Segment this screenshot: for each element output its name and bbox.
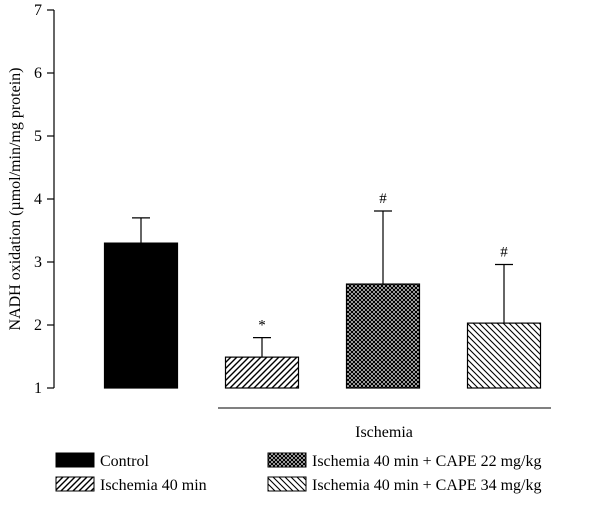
bar xyxy=(345,283,421,389)
bar xyxy=(224,356,300,389)
group-label: Ischemia xyxy=(355,424,413,441)
legend-label: Control xyxy=(100,453,149,470)
legend-swatch xyxy=(55,452,95,468)
bar xyxy=(466,322,542,389)
y-tick-label: 7 xyxy=(34,2,42,19)
y-ticks: 1 2 3 4 5 6 7 xyxy=(34,2,54,397)
y-axis: 1 2 3 4 5 6 7 xyxy=(34,2,55,397)
y-tick-label: 1 xyxy=(34,380,42,397)
legend-swatch xyxy=(55,476,95,492)
legend: Control Ischemia 40 min Ischemia 40 min + … xyxy=(55,452,541,494)
legend-label: Ischemia 40 min + CAPE 22 mg/kg xyxy=(312,453,541,470)
bar xyxy=(103,242,179,389)
y-tick-label: 6 xyxy=(34,65,42,82)
y-tick-label: 4 xyxy=(34,191,42,208)
significance-marker: * xyxy=(258,318,266,334)
bars: * # # xyxy=(103,191,542,389)
group-bracket: Ischemia xyxy=(218,407,551,441)
legend-label: Ischemia 40 min xyxy=(100,477,207,494)
y-axis-label: NADH oxidation (µmol/min/mg protein) xyxy=(7,68,24,331)
significance-marker: # xyxy=(379,191,387,207)
y-tick-label: 3 xyxy=(34,254,42,271)
y-tick-label: 5 xyxy=(34,128,42,145)
legend-swatch xyxy=(267,476,307,492)
significance-marker: # xyxy=(500,245,508,261)
legend-swatch xyxy=(267,452,307,468)
y-tick-label: 2 xyxy=(34,317,42,334)
legend-label: Ischemia 40 min + CAPE 34 mg/kg xyxy=(312,477,541,494)
